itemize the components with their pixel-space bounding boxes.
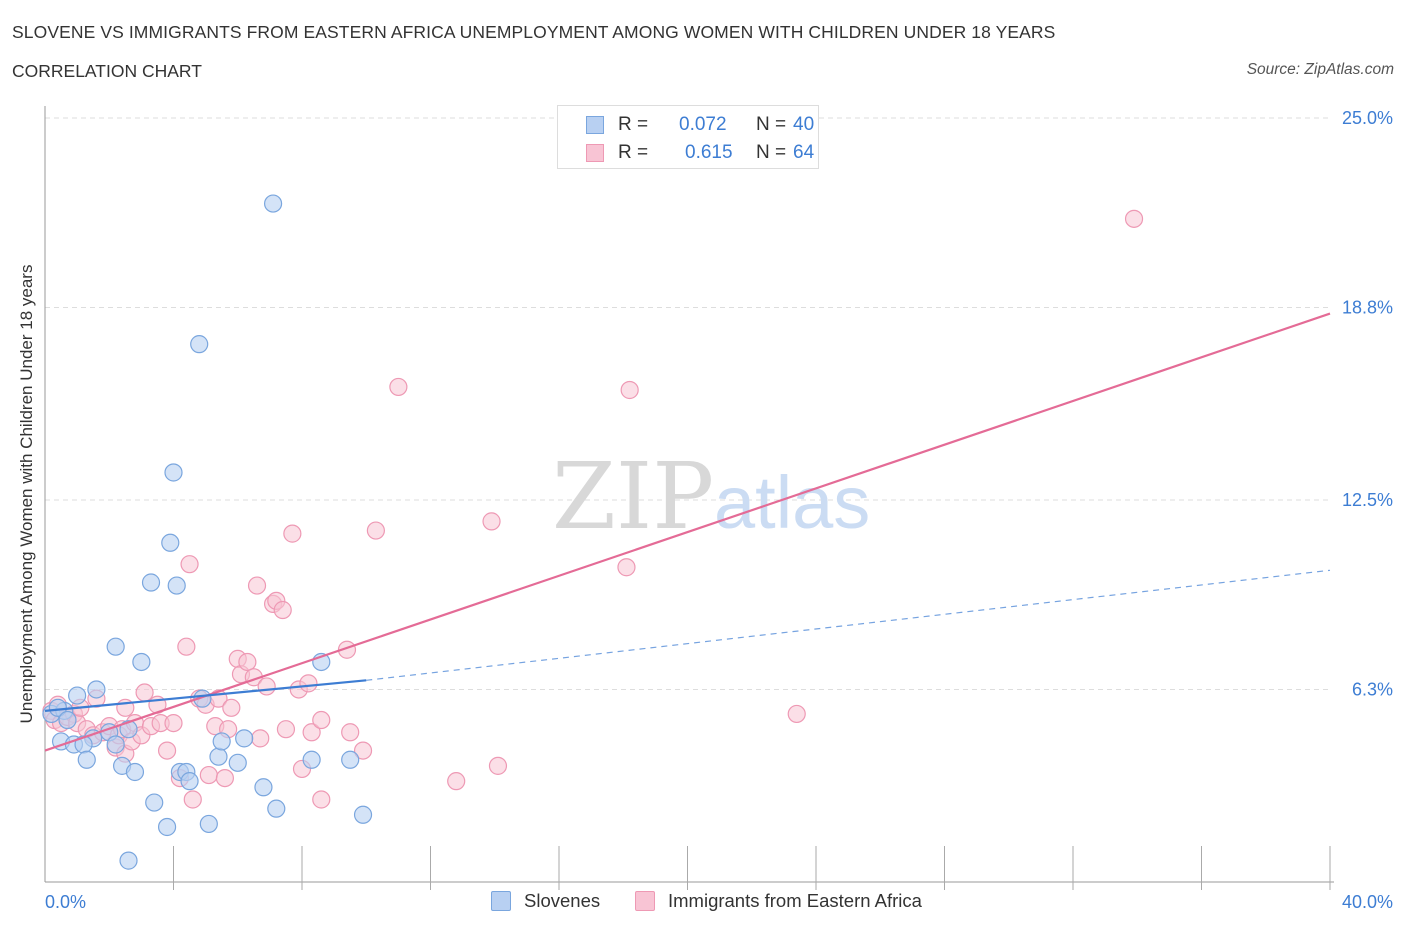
data-point-slovenes (119, 851, 138, 870)
points-slovenes (42, 194, 373, 870)
data-point-slovenes (180, 772, 199, 791)
data-point-slovenes (341, 750, 360, 769)
watermark-zip: ZIP (552, 443, 714, 550)
axes (44, 106, 1334, 890)
data-point-slovenes (132, 652, 151, 672)
data-point-slovenes (167, 576, 186, 595)
data-point-eastern-africa (199, 765, 218, 785)
y-tick-label: 12.5% (1342, 490, 1393, 510)
data-point-slovenes (235, 729, 254, 748)
data-point-slovenes (145, 793, 164, 812)
data-point-eastern-africa (312, 790, 331, 809)
data-point-eastern-africa (447, 772, 466, 791)
grid-lines (45, 117, 1330, 690)
data-point-slovenes (302, 750, 321, 769)
data-point-eastern-africa (1124, 209, 1144, 228)
data-point-eastern-africa (251, 729, 270, 748)
data-point-slovenes (106, 637, 125, 656)
data-point-eastern-africa (157, 741, 177, 760)
y-tick-labels: 6.3% 12.5% 18.8% 25.0% (1342, 108, 1393, 699)
bottom-legend-swatch-slovenes (491, 891, 511, 911)
data-point-eastern-africa (180, 555, 199, 574)
data-point-eastern-africa (238, 652, 257, 672)
data-point-slovenes (87, 680, 106, 699)
data-point-slovenes (119, 720, 138, 739)
bottom-legend-label: Slovenes (524, 890, 601, 911)
data-point-slovenes (58, 710, 77, 730)
watermark: ZIP atlas (552, 443, 870, 550)
legend-r-value: 0.615 (685, 142, 733, 163)
data-point-eastern-africa (302, 723, 321, 742)
data-point-eastern-africa (177, 637, 196, 656)
data-point-eastern-africa (257, 677, 276, 696)
data-point-slovenes (141, 573, 161, 592)
legend-n-label: N = (756, 114, 787, 135)
y-tick-label: 18.8% (1342, 297, 1393, 317)
y-axis-title: Unemployment Among Women with Children U… (17, 265, 36, 724)
data-point-eastern-africa (299, 674, 318, 693)
data-point-slovenes (254, 778, 273, 797)
legend-n-value: 64 (793, 142, 815, 163)
legend-swatch-eastern-africa (586, 144, 604, 162)
legend-swatch-slovenes (586, 116, 604, 134)
watermark-atlas: atlas (714, 461, 870, 544)
chart-subtitle: CORRELATION CHART (12, 61, 202, 81)
data-point-slovenes (164, 463, 183, 482)
trend-lines (44, 312, 1331, 752)
data-point-eastern-africa (312, 710, 331, 730)
data-point-slovenes (157, 817, 177, 837)
data-point-slovenes (106, 735, 125, 754)
source-label: Source: ZipAtlas.com (1246, 61, 1394, 78)
data-point-eastern-africa (283, 524, 302, 543)
data-point-slovenes (353, 805, 373, 824)
bottom-legend-swatch-eastern-africa (635, 891, 655, 911)
data-point-eastern-africa (183, 790, 202, 809)
data-point-slovenes (199, 814, 218, 834)
bottom-legend-label: Immigrants from Eastern Africa (668, 890, 922, 911)
data-point-eastern-africa (787, 704, 806, 724)
y-tick-label: 25.0% (1342, 108, 1393, 128)
y-tick-label: 6.3% (1352, 679, 1393, 699)
x-tick-label: 40.0% (1342, 892, 1393, 912)
data-point-slovenes (267, 799, 286, 818)
data-point-eastern-africa (215, 768, 234, 788)
data-point-eastern-africa (366, 521, 385, 540)
data-point-eastern-africa (617, 558, 636, 577)
trend-line-slovenes (44, 679, 367, 712)
data-point-slovenes (190, 335, 209, 354)
stats-legend: R = 0.072 N = 40 R = 0.615 N = 64 (557, 105, 819, 169)
data-point-eastern-africa (276, 720, 296, 739)
data-point-eastern-africa (353, 741, 373, 760)
data-point-slovenes (228, 753, 247, 772)
trend-line-eastern-africa (44, 312, 1331, 752)
data-point-slovenes (125, 762, 145, 782)
data-point-eastern-africa (341, 723, 360, 742)
data-point-eastern-africa (389, 377, 408, 397)
data-point-eastern-africa (164, 713, 183, 733)
data-point-eastern-africa (488, 756, 508, 775)
data-point-slovenes (68, 686, 87, 705)
legend-n-value: 40 (793, 114, 815, 135)
data-point-eastern-africa (135, 683, 154, 702)
legend-n-label: N = (756, 142, 787, 163)
data-point-slovenes (209, 747, 228, 766)
data-point-eastern-africa (273, 600, 292, 620)
data-point-eastern-africa (222, 698, 241, 717)
chart-title: SLOVENE VS IMMIGRANTS FROM EASTERN AFRIC… (12, 22, 1056, 42)
legend-r-value: 0.072 (679, 114, 727, 135)
data-point-slovenes (161, 533, 180, 552)
data-point-slovenes (212, 732, 231, 751)
data-point-eastern-africa (620, 380, 639, 400)
data-point-eastern-africa (247, 576, 267, 595)
data-point-slovenes (263, 194, 283, 213)
trend-line-slovenes-extension (366, 569, 1331, 681)
legend-r-label: R = (618, 142, 649, 163)
data-point-eastern-africa (482, 512, 501, 531)
x-tick-labels: 0.0% 40.0% (45, 892, 1393, 912)
data-point-slovenes (77, 750, 96, 769)
legend-r-label: R = (618, 114, 649, 135)
x-tick-label: 0.0% (45, 892, 86, 912)
